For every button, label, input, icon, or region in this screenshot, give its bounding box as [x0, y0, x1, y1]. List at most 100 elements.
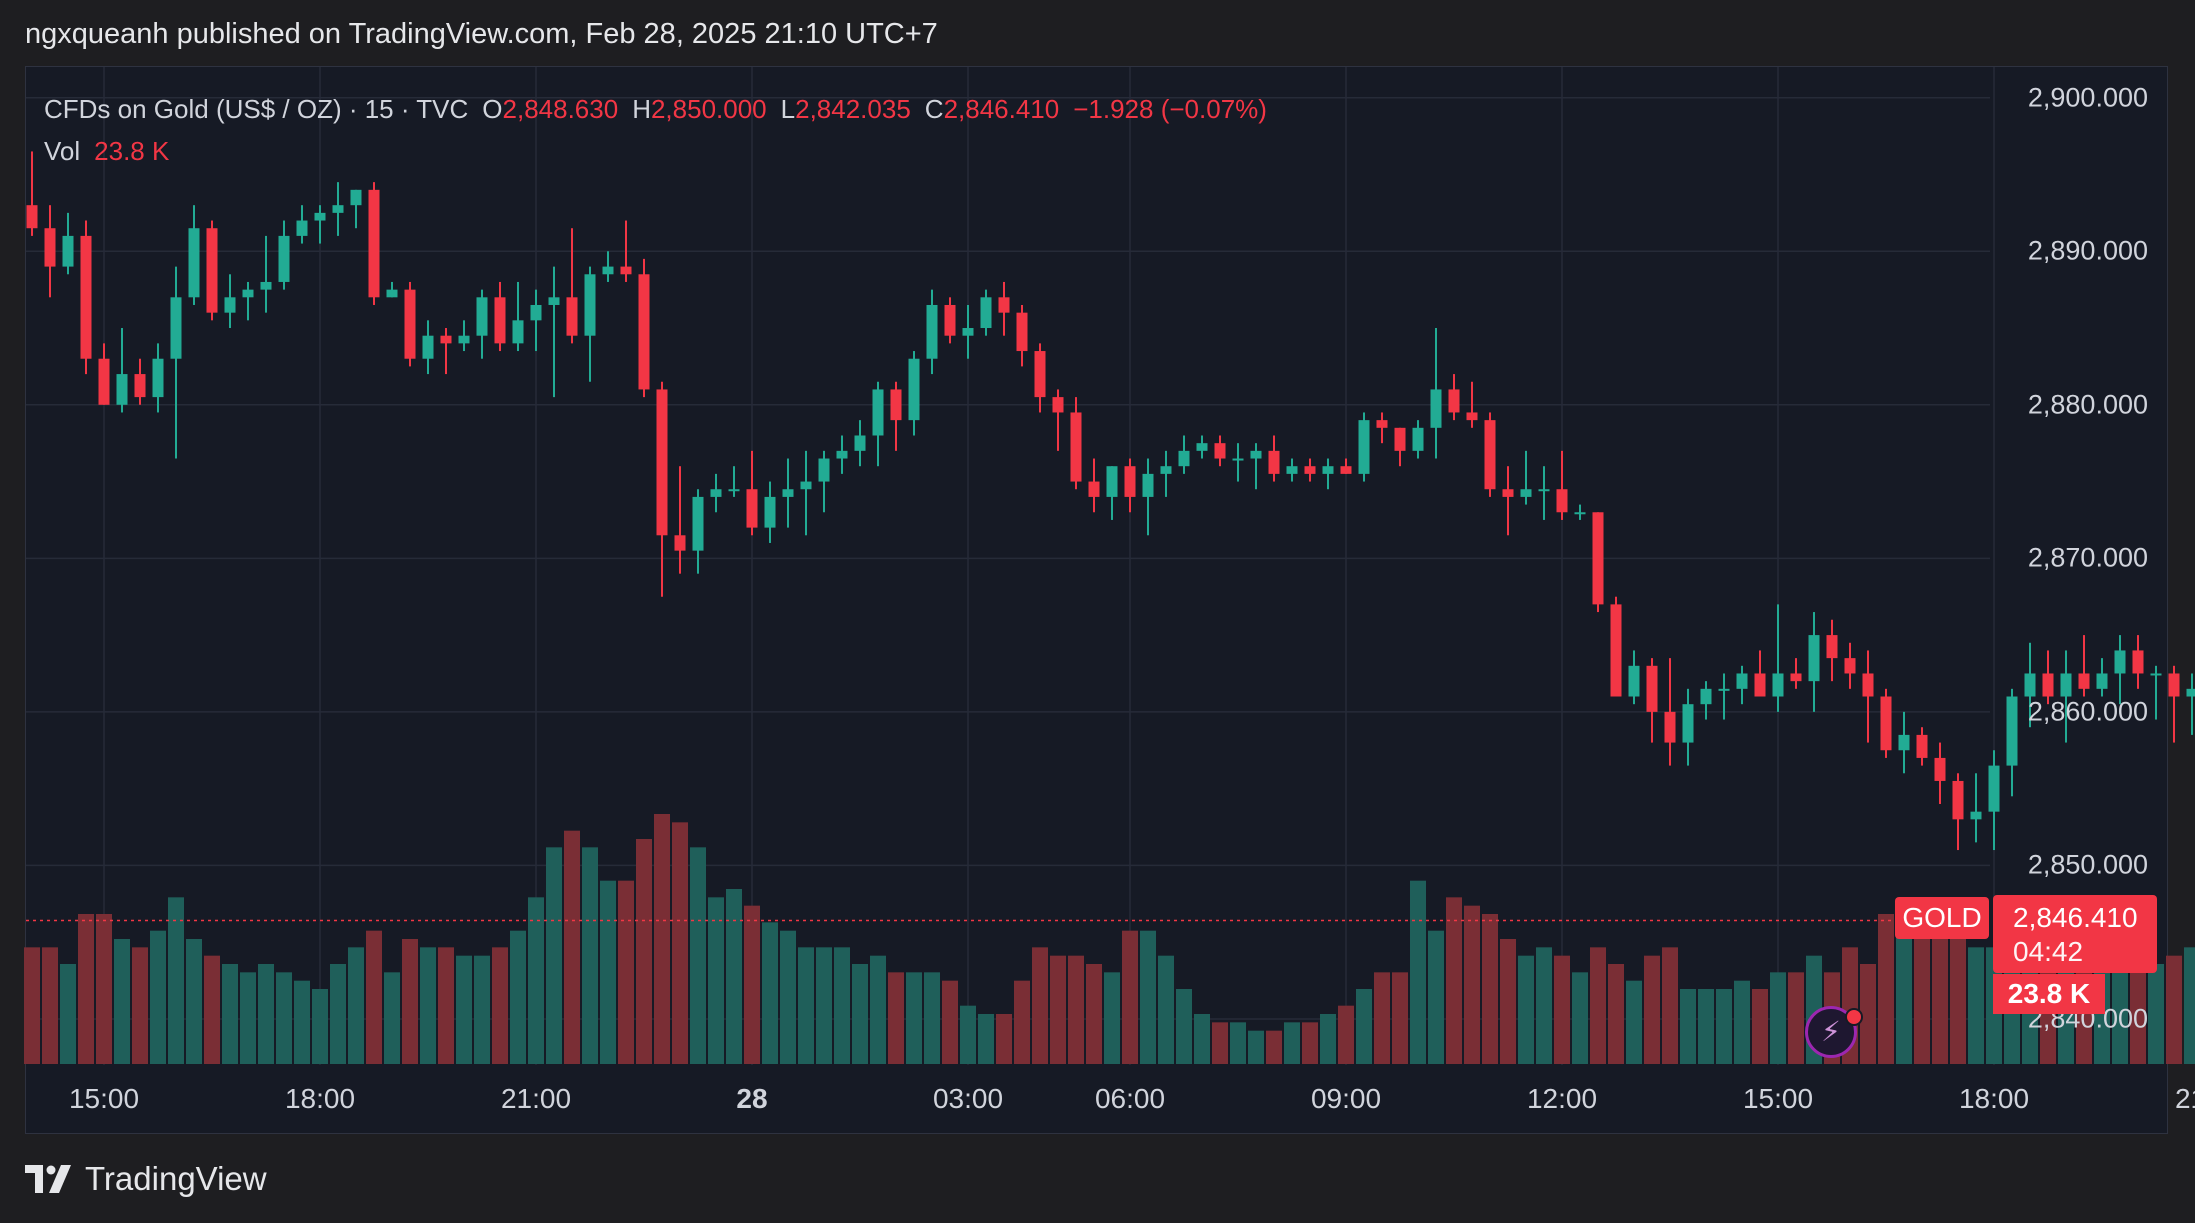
close-value: 2,846.410	[943, 93, 1060, 124]
candle-body	[1790, 673, 1802, 682]
volume-bar	[402, 939, 418, 1064]
volume-bar	[852, 964, 868, 1064]
candle-body	[1322, 466, 1334, 474]
volume-bar	[1428, 930, 1444, 1064]
volume-tag: 23.8 K	[1993, 974, 2105, 1014]
volume-bar	[492, 947, 508, 1064]
volume-label[interactable]: Vol	[44, 135, 81, 166]
volume-bar	[1662, 947, 1678, 1064]
volume-bar	[816, 947, 832, 1064]
price-tick-label: 2,850.000	[2027, 849, 2148, 880]
candle-body	[1610, 604, 1622, 697]
candle-body	[1160, 466, 1172, 474]
candles	[26, 151, 2195, 851]
candle-body	[1358, 420, 1370, 474]
volume-bar	[1968, 947, 1984, 1064]
candle-body	[1268, 450, 1280, 474]
candle-body	[1376, 420, 1388, 428]
high-label: H	[632, 93, 651, 124]
candle-body	[1088, 481, 1100, 497]
volume-bar	[600, 880, 616, 1064]
candle-body	[530, 304, 542, 321]
candle-body	[206, 228, 218, 313]
volume-bar	[1914, 922, 1930, 1064]
candle-body	[1394, 427, 1406, 451]
candle-body	[224, 297, 236, 313]
candle-body	[404, 289, 416, 359]
volume-bar	[1248, 1030, 1264, 1064]
volume-bar	[1086, 964, 1102, 1064]
volume-bar	[420, 947, 436, 1064]
candle-body	[1772, 673, 1784, 697]
volume-bar	[1788, 972, 1804, 1064]
candle-body	[854, 435, 866, 451]
candle-body	[2186, 688, 2195, 697]
volume-bar	[942, 980, 958, 1064]
candle-body	[1232, 458, 1244, 461]
candle-body	[1286, 466, 1298, 474]
candle-body	[152, 358, 164, 398]
candle-body	[800, 481, 812, 490]
candle-body	[1466, 412, 1478, 421]
candle-body	[1214, 443, 1226, 459]
candle-body	[1016, 312, 1028, 352]
publish-header: ngxqueanh published on TradingView.com, …	[25, 18, 938, 50]
candle-body	[62, 235, 74, 267]
candle-body	[1304, 466, 1316, 474]
volume-bar	[996, 1014, 1012, 1064]
symbol-description[interactable]: CFDs on Gold (US$ / OZ) · 15 · TVC	[44, 93, 469, 124]
last-price-value: 2,846.410	[2013, 902, 2138, 933]
candle-body	[890, 389, 902, 421]
candle-body	[1070, 412, 1082, 482]
volume-bar	[1518, 955, 1534, 1064]
candle-body	[422, 335, 434, 359]
volume-bar	[510, 930, 526, 1064]
close-label: C	[924, 93, 944, 124]
candle-body	[170, 297, 182, 359]
volume-bar	[1500, 939, 1516, 1064]
candle-body	[1862, 673, 1874, 697]
volume-bar	[1644, 955, 1660, 1064]
lightning-bolt-icon[interactable]: ⚡	[1805, 1006, 1857, 1058]
candle-body	[2150, 673, 2162, 676]
volume-bar	[78, 914, 94, 1064]
volume-bar	[1752, 989, 1768, 1064]
volume-bar	[60, 964, 76, 1064]
time-tick-label: 15:00	[68, 1083, 140, 1114]
candle-body	[836, 450, 848, 459]
volume-bar	[1950, 922, 1966, 1064]
candle-body	[2132, 650, 2144, 674]
candle-body	[638, 274, 650, 390]
tradingview-logo-icon	[25, 1165, 71, 1193]
volume-bar	[1338, 1005, 1354, 1064]
volume-bar	[1878, 914, 1894, 1064]
candle-body	[1808, 635, 1820, 682]
candle-body	[692, 496, 704, 551]
candle-body	[368, 189, 380, 298]
candle-body	[926, 304, 938, 359]
candle-body	[1520, 489, 1532, 497]
brand-name: TradingView	[85, 1160, 267, 1197]
last-price-tag: 2,846.410 04:42	[1993, 895, 2157, 973]
symbol-tag: GOLD	[1895, 897, 1989, 939]
volume-bar	[1068, 955, 1084, 1064]
candle-body	[1592, 512, 1604, 605]
volume-bar	[1302, 1022, 1318, 1064]
candle-body	[80, 235, 92, 359]
candle-body	[548, 297, 560, 305]
volume-bar	[780, 930, 796, 1064]
volume-bar	[150, 930, 166, 1064]
volume-bar	[1860, 964, 1876, 1064]
volume-bar	[1194, 1014, 1210, 1064]
volume-bar	[1176, 989, 1192, 1064]
candle-body	[2096, 673, 2108, 689]
candle-body	[2114, 650, 2126, 674]
candle-body	[44, 228, 56, 267]
volume-bar	[258, 964, 274, 1064]
volume-bar	[888, 972, 904, 1064]
candle-body	[746, 489, 758, 528]
price-tick-label: 2,860.000	[2027, 696, 2148, 727]
candle-body	[944, 304, 956, 336]
volume-bar	[1320, 1014, 1336, 1064]
